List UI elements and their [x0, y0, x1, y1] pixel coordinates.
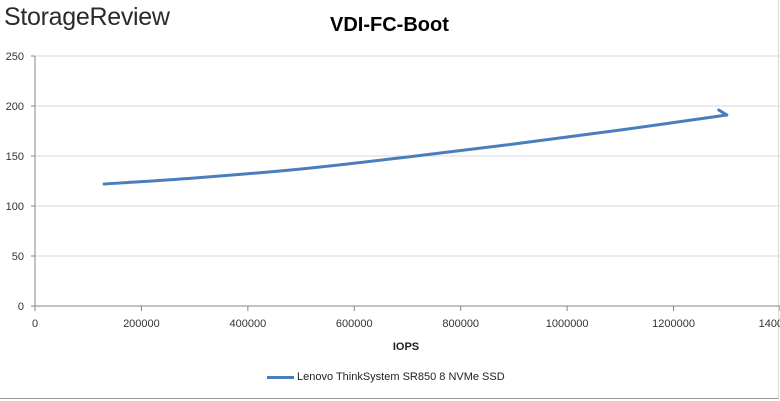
- series-group: [102, 108, 729, 186]
- x-tick-labels: 0 200000 400000 600000 800000 1000000 1200000 1…: [32, 318, 780, 330]
- y-tick-label: 0: [18, 301, 24, 313]
- chart-title: VDI-FC-Boot: [330, 14, 449, 36]
- legend: Lenovo ThinkSystem SR850 8 NVMe SSD: [267, 371, 505, 383]
- legend-swatch: [267, 375, 294, 379]
- y-tick-label: 250: [6, 51, 24, 63]
- x-tick-label: 200000: [123, 318, 160, 330]
- axes: [31, 55, 780, 311]
- x-tick-label: 600000: [336, 318, 373, 330]
- x-tick-label: 1400000: [759, 318, 780, 330]
- series-line: [102, 113, 729, 186]
- y-tick-label: 200: [6, 101, 24, 113]
- y-tick-label: 50: [12, 251, 24, 263]
- y-tick-labels: 0 50 100 150 200 250: [6, 51, 24, 313]
- x-tick-label: 400000: [229, 318, 266, 330]
- x-tick-label: 0: [32, 318, 38, 330]
- series-end-mark: [717, 108, 729, 117]
- x-tick-label: 800000: [442, 318, 479, 330]
- grid-lines: [35, 55, 780, 257]
- x-tick-label: 1000000: [546, 318, 589, 330]
- x-tick-label: 1200000: [652, 318, 695, 330]
- legend-label: Lenovo ThinkSystem SR850 8 NVMe SSD: [297, 371, 505, 383]
- brand-logo: StorageReview: [4, 3, 170, 31]
- x-axis-label: IOPS: [393, 341, 419, 353]
- y-tick-label: 100: [6, 201, 24, 213]
- y-tick-label: 150: [6, 151, 24, 163]
